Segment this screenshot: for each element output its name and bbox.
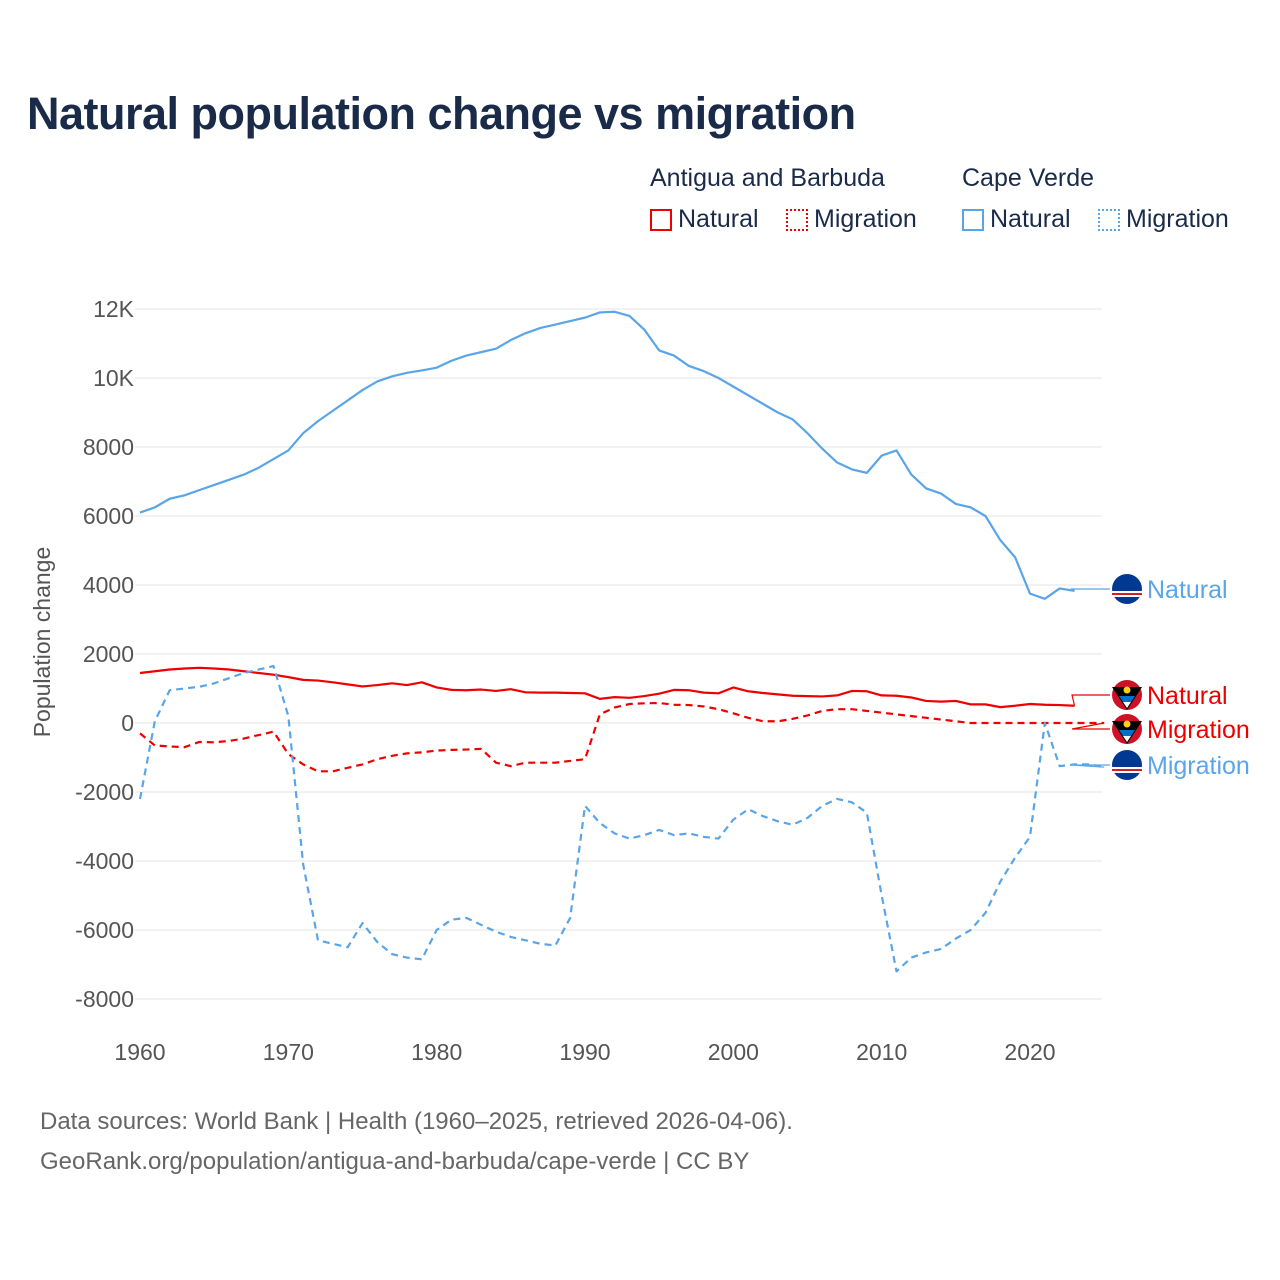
y-tick-label: 8000 — [83, 434, 134, 460]
legend-label: Natural — [678, 205, 759, 233]
legend-group-cape-verde: Cape Verde — [962, 164, 1095, 192]
x-tick-label: 2000 — [708, 1039, 759, 1065]
legend-cape-verde-migration[interactable]: Migration — [1098, 205, 1229, 234]
label-connector — [1070, 588, 1110, 592]
legend-swatch-solid-blue — [962, 208, 984, 231]
x-tick-label: 1980 — [411, 1039, 462, 1065]
y-tick-label: 12K — [93, 296, 135, 322]
x-tick-label: 1960 — [114, 1039, 165, 1065]
chart-title: Natural population change vs migration — [27, 88, 856, 139]
y-tick-label: 0 — [121, 710, 134, 736]
series-line-cape-verde-natural[interactable] — [139, 310, 1075, 600]
y-tick-label: -8000 — [75, 986, 134, 1012]
series-end-label: Natural — [1147, 682, 1228, 710]
y-tick-label: 2000 — [83, 641, 134, 667]
x-tick-label: 1970 — [263, 1039, 314, 1065]
x-tick-label: 2020 — [1004, 1039, 1055, 1065]
series-end-label: Migration — [1147, 716, 1250, 744]
legend-cape-verde-natural[interactable]: Natural — [962, 205, 1071, 234]
source-text: Data sources: World Bank | Health (1960–… — [40, 1108, 793, 1135]
legend-antigua-natural[interactable]: Natural — [650, 205, 759, 234]
y-tick-label: -2000 — [75, 779, 134, 805]
y-tick-label: 4000 — [83, 572, 134, 598]
cape-verde-flag-icon — [1112, 574, 1142, 604]
antigua-flag-icon — [1112, 680, 1142, 710]
series-end-label: Migration — [1147, 752, 1250, 780]
legend-swatch-dotted-blue — [1098, 208, 1120, 231]
series-line-antigua-and-barbuda-migration[interactable] — [139, 701, 1105, 773]
x-tick-label: 2010 — [856, 1039, 907, 1065]
source-url[interactable]: GeoRank.org/population/antigua-and-barbu… — [40, 1148, 750, 1175]
label-connector — [1071, 722, 1110, 730]
y-tick-label: 6000 — [83, 503, 134, 529]
series-line-antigua-and-barbuda-natural[interactable] — [139, 666, 1075, 709]
label-connector — [1071, 694, 1110, 706]
legend-label: Natural — [990, 205, 1071, 233]
legend-swatch-solid-red — [650, 208, 672, 231]
legend-label: Migration — [814, 205, 917, 233]
x-tick-label: 1990 — [559, 1039, 610, 1065]
series-end-label: Natural — [1147, 576, 1228, 604]
y-tick-label: 10K — [93, 365, 135, 391]
y-tick-label: -6000 — [75, 917, 134, 943]
legend-swatch-dotted-red — [786, 208, 808, 231]
legend-label: Migration — [1126, 205, 1229, 233]
y-tick-label: -4000 — [75, 848, 134, 874]
legend-group-antigua: Antigua and Barbuda — [650, 164, 885, 192]
cape-verde-flag-icon — [1112, 750, 1142, 780]
legend-antigua-migration[interactable]: Migration — [786, 205, 917, 234]
series-line-cape-verde-migration[interactable] — [138, 664, 1105, 973]
y-axis-label: Population change — [29, 547, 55, 738]
label-connector — [1071, 764, 1110, 768]
antigua-flag-icon — [1112, 714, 1142, 744]
